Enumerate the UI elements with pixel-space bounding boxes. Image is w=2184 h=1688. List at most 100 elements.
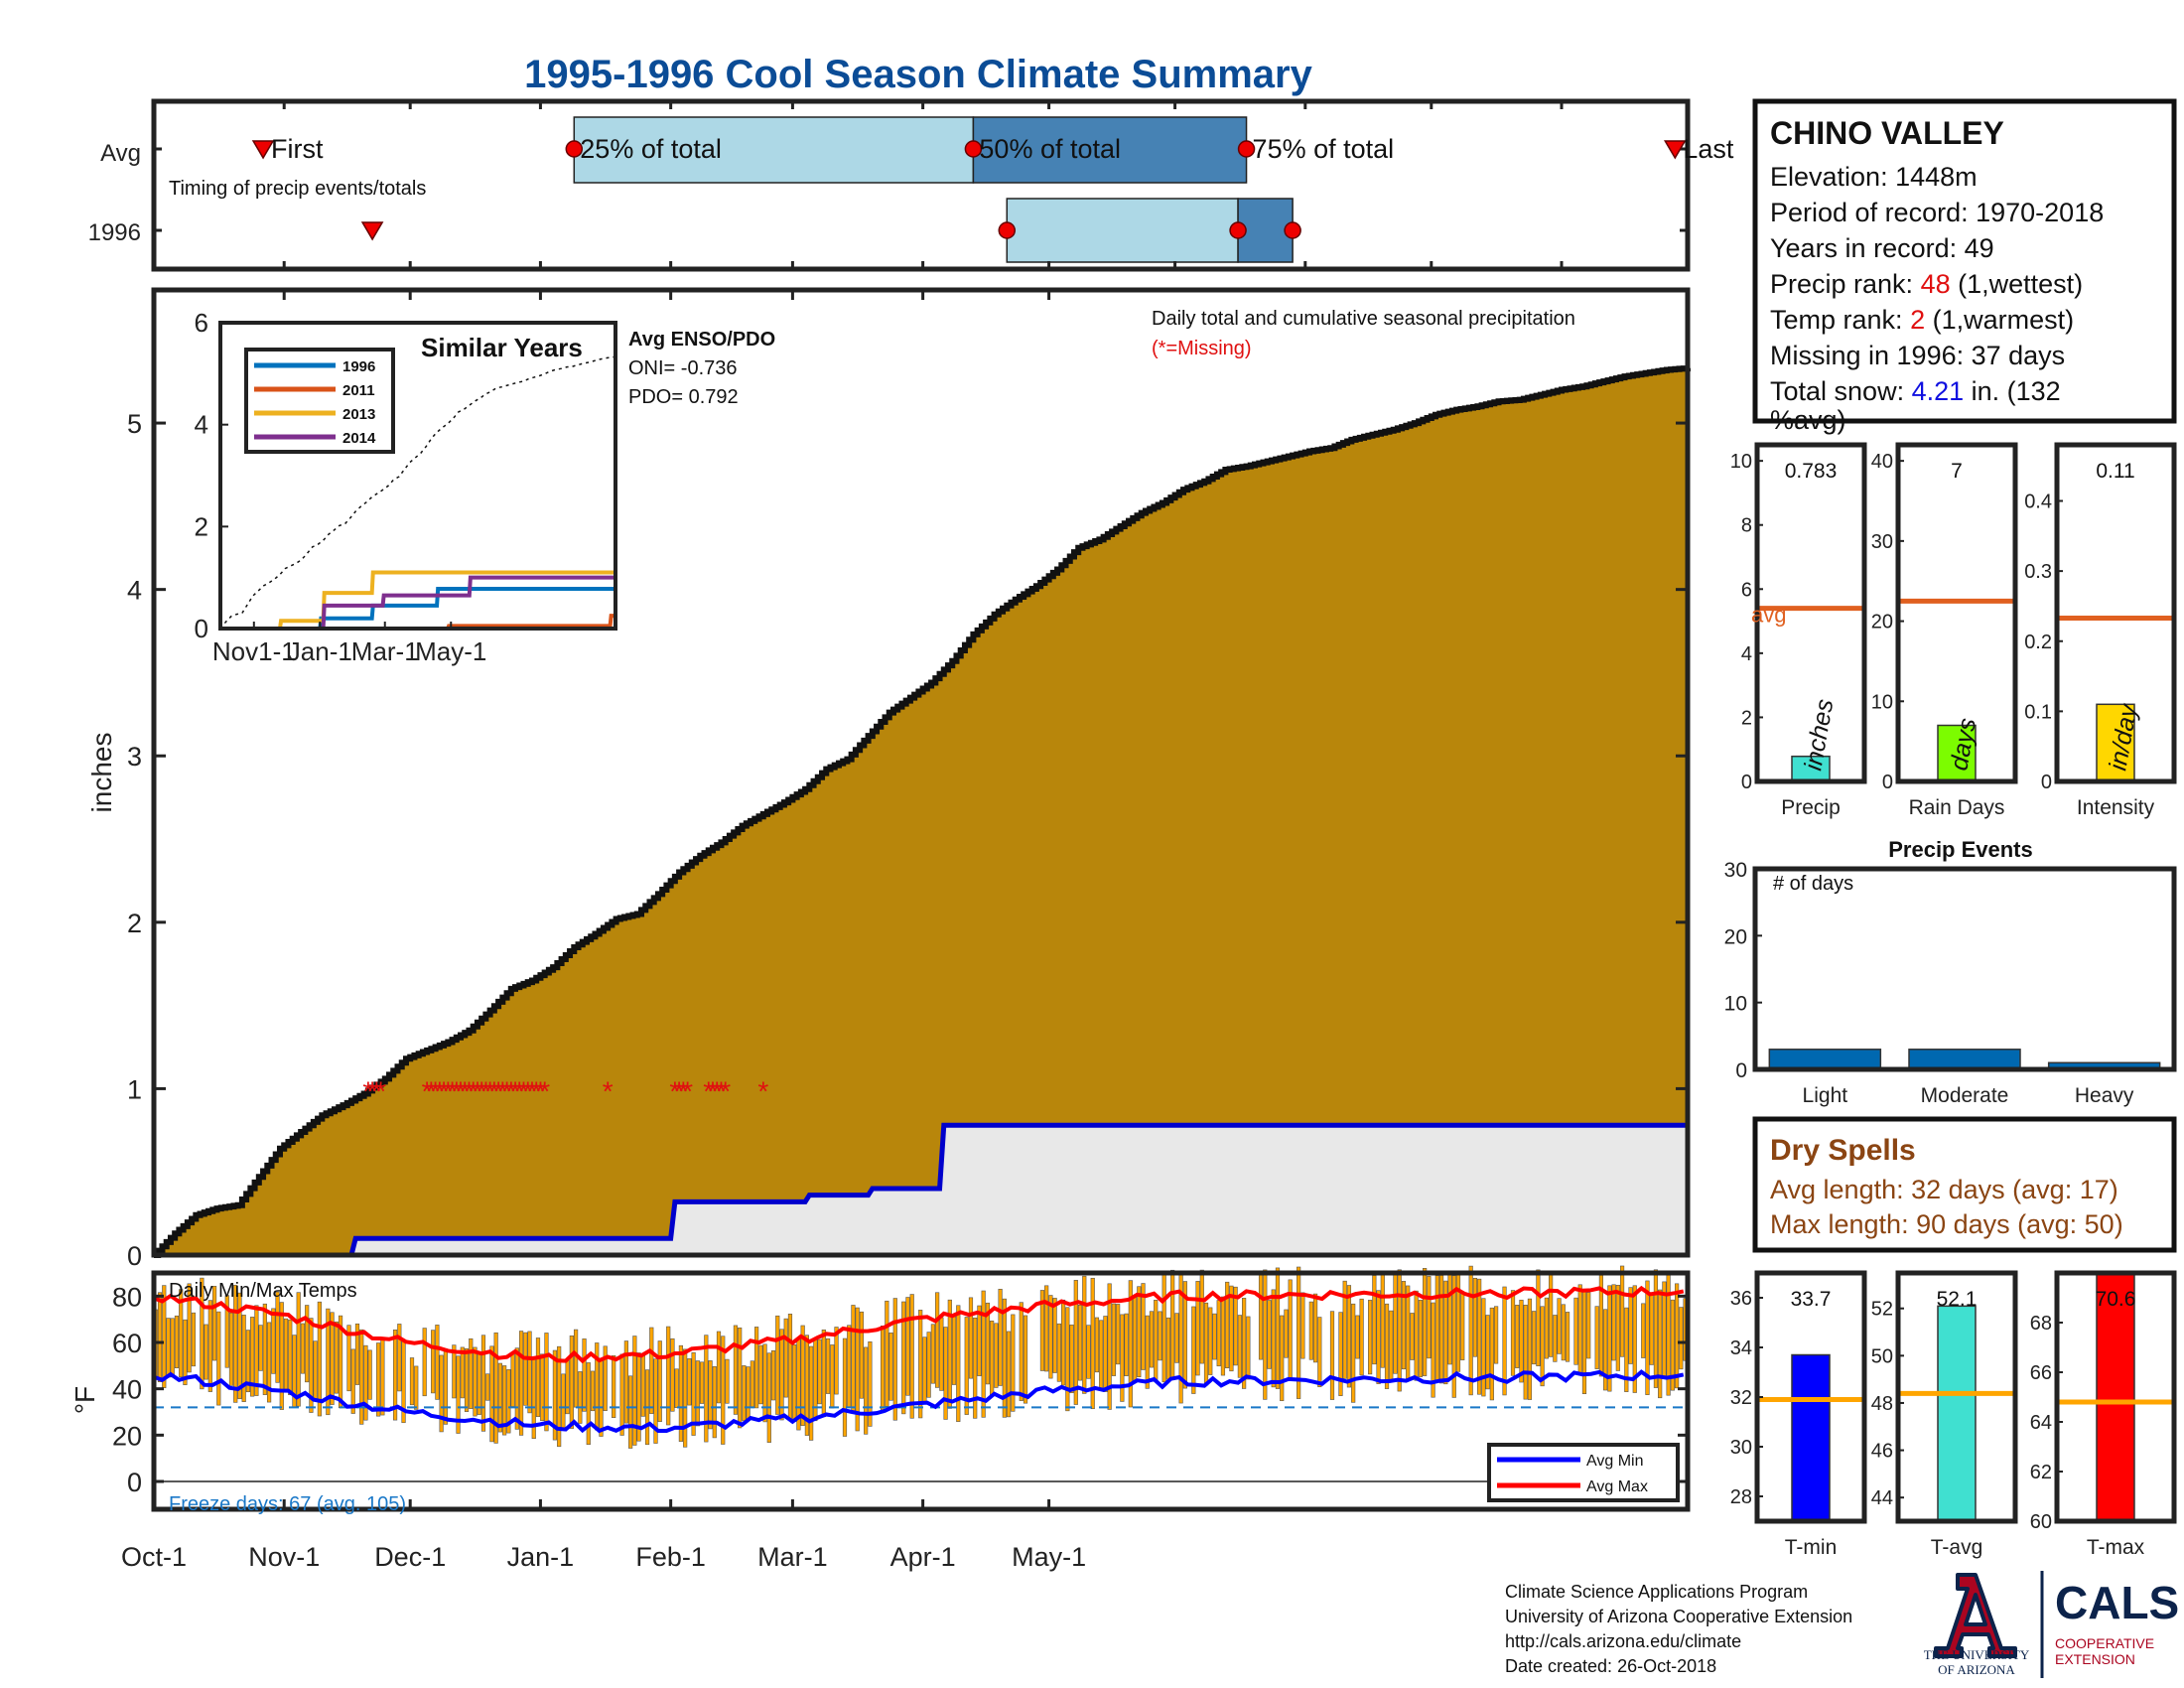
daily-temp-bar	[1300, 1292, 1305, 1359]
missing-day-marker: *	[422, 1075, 433, 1106]
daily-temp-bar	[1355, 1315, 1360, 1359]
timing-year-75-marker	[1284, 221, 1301, 239]
daily-temp-bar	[804, 1335, 809, 1436]
daily-temp-bar	[855, 1307, 860, 1432]
daily-temp-bar	[460, 1346, 465, 1399]
daily-temp-bar	[1317, 1317, 1322, 1388]
missing-day-marker: *	[708, 1075, 719, 1106]
missing-day-marker: *	[682, 1075, 693, 1106]
daily-temp-bar	[1557, 1298, 1562, 1354]
daily-temp-bar	[968, 1297, 974, 1379]
stat-panel-t-avg: 44 46 48 50 52 52.1 T-avg	[1871, 1270, 2018, 1559]
daily-temp-bar	[544, 1333, 549, 1432]
inset-title: Similar Years	[421, 333, 583, 362]
daily-temp-bar	[830, 1344, 835, 1409]
enso-title: Avg ENSO/PDO	[628, 329, 775, 351]
station-snow-pct: %avg)	[1770, 405, 1846, 435]
daily-temp-bar	[477, 1352, 481, 1415]
daily-temp-bar	[1565, 1312, 1570, 1362]
daily-temp-bar	[497, 1362, 502, 1433]
daily-temp-bar	[1401, 1281, 1407, 1370]
stat-bar	[1791, 1353, 1831, 1522]
dry-spells-avg: Avg length: 32 days (avg: 17)	[1770, 1175, 2118, 1204]
daily-temp-bar	[514, 1347, 519, 1430]
station-elevation: Elevation: 1448m	[1770, 162, 1978, 192]
stat-ytick-label: 66	[2030, 1362, 2052, 1384]
daily-temp-bar	[738, 1327, 743, 1429]
daily-temp-bar	[317, 1301, 322, 1417]
daily-temp-bar	[283, 1318, 289, 1390]
stat-ytick-label: 10	[1730, 451, 1752, 473]
daily-temp-bar	[367, 1349, 372, 1400]
daily-temp-bar	[443, 1348, 448, 1425]
daily-temp-bar	[612, 1355, 616, 1419]
daily-temp-bar	[1039, 1290, 1045, 1371]
daily-temp-bar	[309, 1318, 314, 1413]
daily-temp-bar	[1308, 1301, 1313, 1360]
stat-ytick-label: 60	[2030, 1511, 2052, 1533]
daily-temp-bar	[930, 1324, 935, 1384]
daily-temp-bar	[376, 1342, 381, 1417]
daily-temp-bar	[170, 1318, 175, 1378]
daily-temp-bar	[1158, 1311, 1162, 1361]
timing-row-avg: Avg	[100, 140, 141, 167]
temp-ytick-label: 80	[112, 1282, 142, 1312]
daily-temp-bar	[1090, 1277, 1095, 1410]
daily-temp-bar	[1414, 1290, 1419, 1381]
daily-temp-bar	[834, 1327, 839, 1395]
event-ytick-label: 10	[1724, 993, 1747, 1016]
station-name: CHINO VALLEY	[1770, 115, 2004, 151]
daily-temp-bar	[527, 1331, 532, 1414]
temp-frame	[151, 1270, 1691, 1512]
inset-series-2014	[220, 575, 615, 631]
station-period: Period of record: 1970-2018	[1770, 198, 2104, 227]
timing-avg-50-marker	[964, 140, 983, 158]
daily-temp-bar	[326, 1308, 331, 1416]
daily-temp-bar	[241, 1315, 246, 1402]
station-years: Years in record: 49	[1770, 233, 1994, 263]
daily-temp-bar	[1393, 1272, 1398, 1374]
daily-temp-bar	[1603, 1309, 1608, 1391]
daily-temp-bar	[350, 1348, 355, 1414]
inset-ytick-label: 4	[195, 410, 208, 440]
daily-temp-bar	[770, 1350, 776, 1401]
stat-ytick-label: 0	[1741, 772, 1752, 793]
xtick-label: Dec-1	[374, 1542, 446, 1572]
daily-temp-bar	[561, 1373, 566, 1430]
missing-day-marker: *	[464, 1075, 475, 1106]
stat-ytick-label: 8	[1741, 515, 1752, 537]
avg-max-line	[153, 1285, 1685, 1364]
daily-temp-bar	[174, 1315, 180, 1368]
daily-temp-bar	[1372, 1275, 1377, 1365]
daily-temp-bar	[851, 1305, 856, 1413]
daily-temp-bar	[1577, 1284, 1582, 1375]
daily-temp-bar	[1519, 1299, 1524, 1383]
daily-temp-bar	[1368, 1300, 1373, 1375]
daily-temp-bar	[687, 1358, 692, 1406]
inset-legend-label: 1996	[342, 358, 375, 375]
daily-temp-bar	[1199, 1269, 1204, 1364]
daily-temp-bar	[1342, 1280, 1347, 1379]
daily-temp-bar	[809, 1345, 814, 1441]
daily-temp-bar	[1137, 1286, 1142, 1378]
timing-avg-first-marker	[251, 140, 275, 160]
daily-temp-bar	[535, 1337, 541, 1418]
stat-value-label: 70.6	[2096, 1288, 2136, 1311]
stat-category-label: T-min	[1785, 1536, 1838, 1559]
daily-temp-bar	[414, 1365, 419, 1410]
daily-temp-bar	[1195, 1281, 1200, 1376]
cals-logo: CALS COOPERATIVE EXTENSION	[2055, 1577, 2179, 1667]
daily-temp-bar	[1116, 1304, 1121, 1365]
events-ylabel: # of days	[1773, 873, 1853, 895]
missing-day-marker: *	[703, 1075, 714, 1106]
daily-temp-bar	[480, 1335, 486, 1432]
daily-temp-bar	[922, 1336, 927, 1403]
stat-ytick-label: 62	[2030, 1462, 2052, 1483]
stat-ytick-label: 0	[1882, 772, 1893, 793]
daily-temp-bar	[704, 1335, 709, 1443]
missing-day-marker: *	[720, 1075, 731, 1106]
stat-ytick-label: 44	[1871, 1487, 1893, 1509]
event-bar-moderate	[1908, 1049, 2021, 1070]
daily-temp-bar	[1128, 1280, 1133, 1408]
avg-min-line	[153, 1369, 1685, 1434]
